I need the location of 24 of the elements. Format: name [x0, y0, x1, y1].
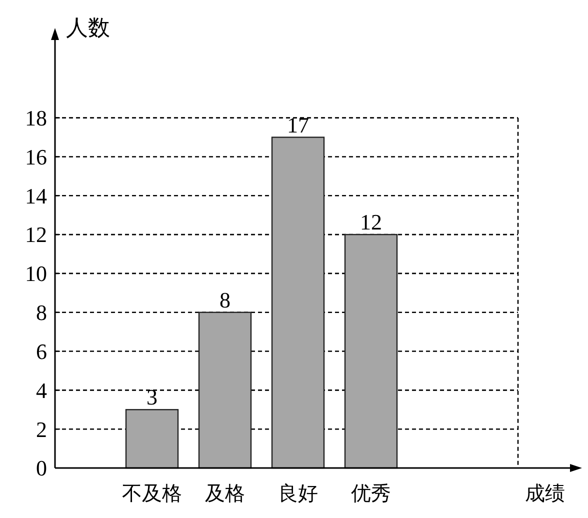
y-tick-label: 16 — [25, 144, 47, 170]
x-tick-label: 不及格 — [122, 483, 182, 505]
data-label: 12 — [360, 210, 382, 235]
y-tick-label: 10 — [25, 261, 47, 286]
y-tick-label: 8 — [36, 300, 47, 326]
y-tick-label: 2 — [36, 416, 47, 442]
x-tick-label: 优秀 — [351, 483, 391, 505]
y-tick-label: 12 — [25, 222, 47, 248]
data-label: 8 — [220, 287, 230, 312]
text: 成绩 — [525, 483, 565, 505]
x-tick-label: 及格 — [205, 483, 245, 505]
y-tick-label: 4 — [36, 378, 47, 403]
data-label: 3 — [146, 384, 158, 410]
bar — [271, 136, 325, 469]
data-label: 17 — [287, 112, 309, 138]
y-tick-label: 6 — [36, 338, 47, 364]
bar — [344, 234, 398, 469]
x-tick-label: 良好 — [278, 483, 318, 505]
bar — [198, 312, 252, 469]
y-axis-title: 人数 — [66, 15, 110, 40]
y-tick-label: 14 — [25, 183, 47, 208]
y-tick-label: 18 — [25, 106, 47, 131]
y-tick-label: 0 — [36, 456, 47, 481]
bar — [125, 409, 179, 469]
